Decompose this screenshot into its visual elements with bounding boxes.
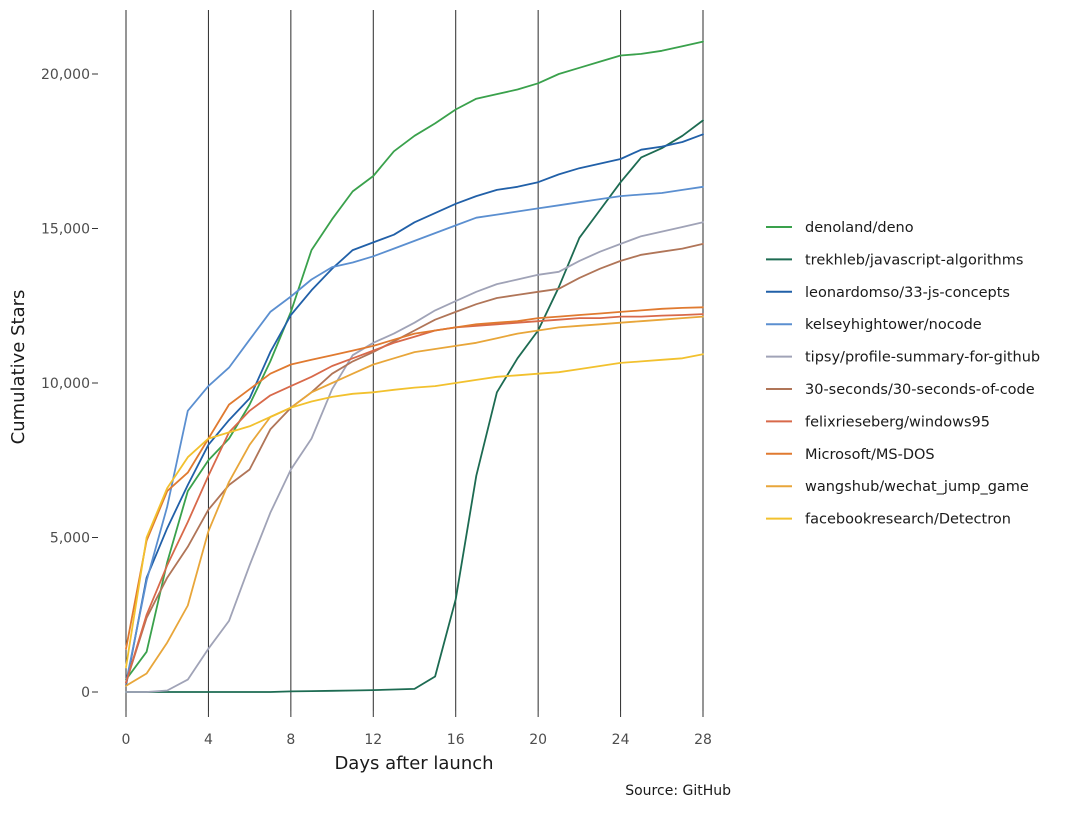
y-tick-label: 0: [81, 685, 90, 701]
series-line: [125, 133, 704, 687]
legend-label: 30-seconds/30-seconds-of-code: [805, 382, 1035, 398]
x-tick-label: 12: [364, 732, 382, 748]
axes: 0 4 8 12 16 20 24 28 0 5,000 10,000 15,000 20,000: [41, 67, 712, 748]
series-line: [125, 306, 704, 650]
legend-label: kelseyhightower/nocode: [805, 317, 982, 333]
legend-label: wangshub/wechat_jump_game: [805, 479, 1029, 495]
series-line: [125, 313, 704, 684]
series-line: [125, 353, 704, 669]
series-line: [125, 315, 704, 687]
gridlines: [125, 10, 704, 711]
legend-label: trekhleb/javascript-algorithms: [805, 252, 1023, 268]
series-line: [125, 221, 704, 693]
x-tick-label: 4: [204, 732, 213, 748]
x-tick-label: 24: [612, 732, 630, 748]
source-caption: Source: GitHub: [625, 783, 731, 799]
x-tick-label: 16: [447, 732, 465, 748]
series-lines: [125, 40, 704, 693]
y-axis-title: Cumulative Stars: [8, 290, 29, 445]
series-line: [125, 185, 704, 684]
legend-label: tipsy/profile-summary-for-github: [805, 350, 1040, 366]
y-tick-label: 10,000: [41, 376, 90, 392]
legend-label: facebookresearch/Detectron: [805, 512, 1011, 528]
series-line: [125, 242, 704, 684]
x-axis-title: Days after launch: [334, 753, 493, 774]
x-tick-label: 0: [122, 732, 131, 748]
legend-label: leonardomso/33-js-concepts: [805, 285, 1010, 301]
x-tick-label: 20: [529, 732, 547, 748]
x-tick-label: 28: [694, 732, 712, 748]
y-tick-label: 15,000: [41, 222, 90, 238]
x-tick-label: 8: [286, 732, 295, 748]
series-line: [125, 119, 704, 693]
legend: denoland/deno trekhleb/javascript-algorit…: [766, 220, 1040, 528]
y-tick-label: 5,000: [50, 531, 90, 547]
y-tick-label: 20,000: [41, 67, 90, 83]
legend-label: Microsoft/MS-DOS: [805, 447, 935, 463]
series-line: [125, 40, 704, 681]
legend-label: denoland/deno: [805, 220, 914, 236]
legend-label: felixrieseberg/windows95: [805, 414, 990, 430]
